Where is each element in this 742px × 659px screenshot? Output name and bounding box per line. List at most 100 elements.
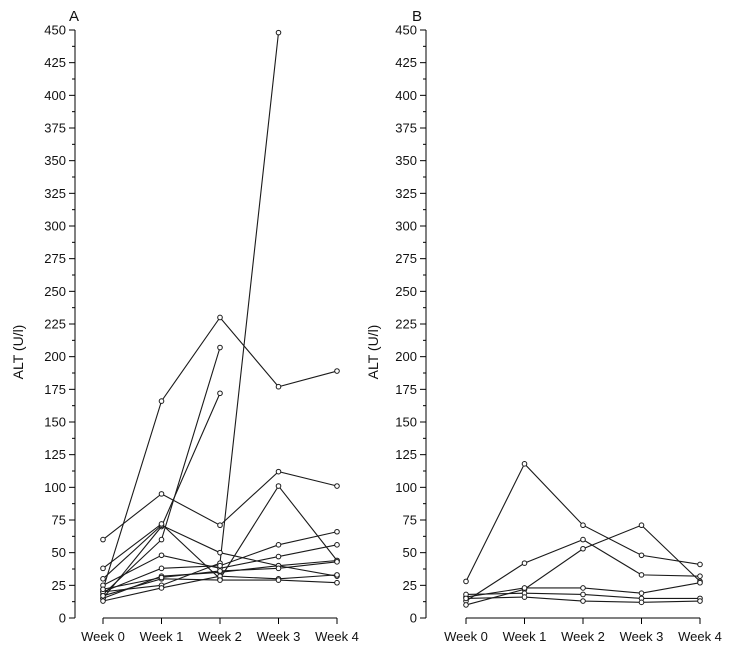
data-point — [697, 561, 703, 568]
data-point — [158, 552, 165, 559]
data-point — [217, 390, 223, 397]
data-point — [638, 590, 645, 596]
y-tick-label: 50 — [52, 545, 66, 560]
y-tick-label: 75 — [403, 513, 417, 528]
data-point — [217, 344, 223, 351]
series-line — [102, 471, 338, 541]
y-tick-label: 100 — [44, 480, 66, 495]
data-point — [580, 522, 586, 529]
data-point — [275, 553, 282, 560]
x-tick-label: Week 0 — [81, 629, 125, 644]
data-point — [100, 598, 106, 604]
x-tick-label: Week 4 — [315, 629, 359, 644]
data-point — [275, 577, 282, 583]
data-point — [158, 398, 165, 404]
y-tick-label: 150 — [44, 415, 66, 430]
data-point — [217, 522, 223, 529]
y-tick-label: 75 — [52, 513, 66, 528]
y-tick-label: 25 — [52, 578, 66, 593]
data-point — [100, 576, 106, 582]
y-tick-label: 250 — [44, 284, 66, 299]
y-tick-label: 400 — [44, 88, 66, 103]
data-point — [580, 536, 586, 543]
y-tick-label: 450 — [44, 23, 66, 38]
data-point — [158, 491, 165, 497]
y-tick-label: 275 — [395, 251, 417, 266]
data-point — [275, 29, 282, 36]
data-point — [334, 579, 340, 586]
data-point — [334, 483, 340, 489]
y-tick-label: 50 — [403, 545, 417, 560]
data-point — [275, 542, 282, 548]
y-tick-label: 325 — [395, 186, 417, 201]
data-point — [334, 368, 340, 374]
data-point — [100, 592, 106, 599]
y-tick-label: 225 — [44, 317, 66, 332]
y-tick-label: 400 — [395, 88, 417, 103]
y-tick-label: 0 — [59, 611, 66, 626]
data-point — [158, 585, 165, 591]
data-point — [217, 562, 223, 569]
data-point — [697, 598, 703, 604]
data-point — [521, 585, 528, 591]
y-tick-label: 0 — [410, 611, 417, 626]
y-axis-title: ALT (U/l) — [10, 325, 26, 380]
data-point — [158, 521, 165, 527]
panel-label: B — [412, 8, 422, 25]
panel-label: A — [69, 8, 79, 25]
x-tick-label: Week 3 — [620, 629, 664, 644]
y-tick-label: 350 — [395, 153, 417, 168]
data-point — [275, 468, 282, 475]
data-point — [158, 565, 165, 572]
y-tick-label: 250 — [395, 284, 417, 299]
y-tick-label: 300 — [44, 219, 66, 234]
x-tick-label: Week 1 — [503, 629, 547, 644]
data-point — [463, 602, 469, 608]
data-point — [638, 572, 645, 578]
x-tick-label: Week 3 — [257, 629, 301, 644]
data-point — [521, 594, 528, 600]
y-tick-label: 350 — [44, 153, 66, 168]
data-point — [463, 595, 469, 602]
data-point — [580, 585, 586, 591]
y-tick-label: 200 — [395, 349, 417, 364]
data-point — [275, 383, 282, 390]
data-point — [217, 314, 223, 321]
data-point — [217, 568, 223, 574]
y-tick-label: 425 — [395, 55, 417, 70]
data-point — [100, 536, 106, 543]
x-tick-label: Week 2 — [198, 629, 242, 644]
y-tick-label: 300 — [395, 219, 417, 234]
y-tick-label: 375 — [44, 121, 66, 136]
data-point — [100, 565, 106, 572]
chart-panel-b: 0 25 50 75 100 125 150 175 200 225 250 275 300 325 350… — [365, 8, 722, 644]
y-tick-label: 375 — [395, 121, 417, 136]
data-point — [638, 552, 645, 559]
y-tick-label: 175 — [44, 382, 66, 397]
data-point — [463, 578, 469, 585]
data-point — [334, 559, 340, 565]
x-tick-label: Week 4 — [678, 629, 722, 644]
series-line — [102, 32, 280, 593]
data-point — [697, 573, 703, 579]
data-point — [158, 574, 165, 581]
data-point — [697, 579, 703, 586]
y-tick-label: 150 — [395, 415, 417, 430]
series-line — [102, 316, 338, 590]
data-point — [217, 577, 223, 583]
y-tick-label: 125 — [44, 447, 66, 462]
data-point — [275, 483, 282, 489]
y-tick-label: 425 — [44, 55, 66, 70]
y-tick-label: 25 — [403, 578, 417, 593]
data-point — [580, 591, 586, 598]
x-tick-label: Week 0 — [444, 629, 488, 644]
y-tick-label: 125 — [395, 447, 417, 462]
y-tick-label: 175 — [395, 382, 417, 397]
data-point — [638, 522, 645, 529]
y-axis-title: ALT (U/l) — [365, 325, 381, 380]
data-point — [521, 560, 528, 566]
y-tick-label: 225 — [395, 317, 417, 332]
y-tick-label: 100 — [395, 480, 417, 495]
data-point — [638, 599, 645, 606]
